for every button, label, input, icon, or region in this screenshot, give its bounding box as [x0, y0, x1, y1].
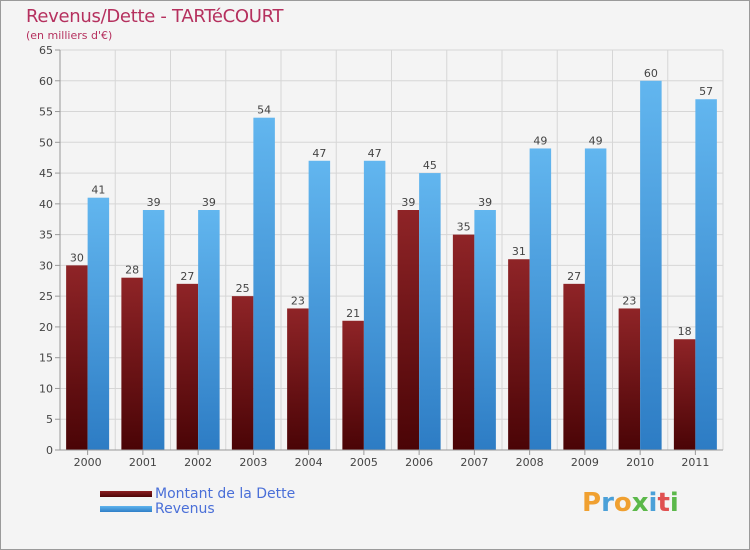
x-tick-label: 2000 [74, 456, 102, 469]
chart-legend: Montant de la Dette Revenus [100, 485, 296, 517]
y-tick-label: 20 [39, 321, 53, 334]
x-tick-label: 2001 [129, 456, 157, 469]
data-label-revenus-2000: 41 [91, 184, 105, 197]
legend-label-revenus: Revenus [155, 500, 215, 517]
x-tick-label: 2007 [460, 456, 488, 469]
data-label-revenus-2005: 47 [368, 147, 382, 160]
bar-revenus-2002 [198, 210, 220, 450]
y-tick-label: 0 [46, 444, 53, 457]
x-tick-label: 2002 [184, 456, 212, 469]
bar-dette-2004 [287, 308, 309, 450]
legend-item-revenus: Revenus [100, 500, 295, 517]
data-label-revenus-2002: 39 [202, 196, 216, 209]
data-label-dette-2009: 27 [567, 270, 581, 283]
y-tick-label: 65 [39, 44, 53, 57]
bar-dette-2001 [121, 277, 143, 450]
data-label-revenus-2003: 54 [257, 104, 271, 117]
data-label-dette-2004: 23 [291, 294, 305, 307]
x-tick-label: 2010 [626, 456, 654, 469]
bar-dette-2000 [66, 265, 88, 450]
bar-dette-2011 [673, 339, 696, 450]
data-label-dette-2005: 21 [346, 307, 360, 320]
data-label-dette-2010: 23 [622, 294, 636, 307]
y-tick-label: 55 [39, 106, 53, 119]
bar-dette-2008 [508, 259, 530, 450]
bar-revenus-2005 [363, 160, 386, 450]
bar-revenus-2011 [695, 99, 717, 450]
legend-swatch-dette [100, 490, 152, 497]
y-tick-label: 15 [39, 352, 53, 365]
data-label-revenus-2008: 49 [533, 134, 547, 147]
y-tick-label: 60 [39, 75, 53, 88]
bar-revenus-2009 [584, 148, 607, 450]
x-tick-label: 2008 [516, 456, 544, 469]
bar-revenus-2004 [308, 160, 331, 450]
bar-revenus-2001 [142, 210, 165, 450]
y-tick-label: 45 [39, 167, 53, 180]
y-tick-label: 40 [39, 198, 53, 211]
bar-dette-2002 [176, 283, 199, 450]
data-label-dette-2008: 31 [512, 245, 526, 258]
proxiti-logo: Proxiti [582, 488, 679, 518]
y-tick-label: 25 [39, 290, 53, 303]
bar-revenus-2000 [87, 197, 110, 450]
y-tick-label: 30 [39, 259, 53, 272]
data-label-revenus-2007: 39 [478, 196, 492, 209]
bar-dette-2010 [618, 308, 641, 450]
data-label-revenus-2009: 49 [589, 134, 603, 147]
data-label-dette-2001: 28 [125, 264, 139, 277]
bar-dette-2009 [563, 283, 585, 450]
x-tick-label: 2006 [405, 456, 433, 469]
data-label-dette-2003: 25 [236, 282, 250, 295]
data-label-revenus-2010: 60 [644, 67, 658, 80]
data-label-revenus-2006: 45 [423, 159, 437, 172]
y-tick-label: 10 [39, 382, 53, 395]
bar-dette-2007 [452, 234, 475, 450]
legend-label-dette: Montant de la Dette [155, 485, 296, 502]
data-label-revenus-2001: 39 [147, 196, 161, 209]
chart-subtitle: (en milliers d'€) [26, 29, 113, 42]
x-tick-label: 2009 [571, 456, 599, 469]
data-label-dette-2002: 27 [180, 270, 194, 283]
chart-title: Revenus/Dette - TARTéCOURT [26, 6, 284, 27]
bar-dette-2005 [342, 320, 364, 450]
data-label-dette-2007: 35 [457, 221, 471, 234]
y-tick-label: 35 [39, 229, 53, 242]
legend-swatch-revenus [100, 505, 152, 512]
legend-item-dette: Montant de la Dette [100, 485, 296, 502]
bar-revenus-2003 [253, 117, 275, 450]
bar-revenus-2008 [529, 148, 552, 450]
bar-revenus-2010 [640, 80, 662, 451]
data-label-dette-2000: 30 [70, 251, 84, 264]
bar-dette-2003 [231, 296, 254, 450]
x-tick-label: 2003 [239, 456, 267, 469]
x-tick-label: 2004 [295, 456, 323, 469]
x-tick-label: 2005 [350, 456, 378, 469]
data-label-dette-2011: 18 [678, 325, 692, 338]
bar-revenus-2007 [474, 210, 496, 450]
bar-revenus-2006 [419, 173, 441, 451]
y-tick-label: 5 [46, 413, 53, 426]
data-label-revenus-2004: 47 [312, 147, 326, 160]
x-tick-label: 2011 [681, 456, 709, 469]
data-label-revenus-2011: 57 [699, 85, 713, 98]
y-tick-label: 50 [39, 136, 53, 149]
bar-dette-2006 [397, 210, 420, 450]
data-label-dette-2006: 39 [401, 196, 415, 209]
